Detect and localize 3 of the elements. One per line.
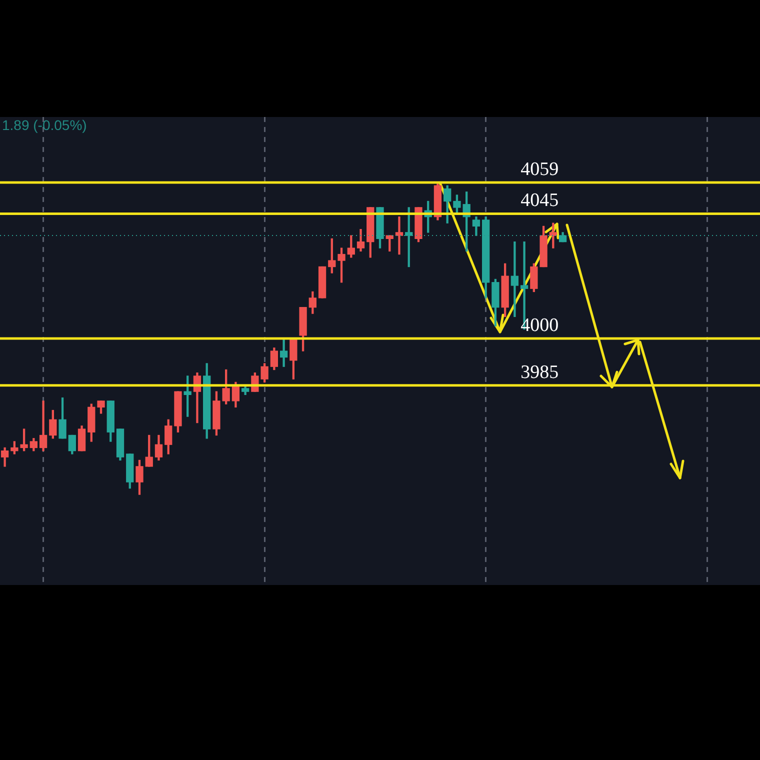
candlestick xyxy=(395,216,404,255)
text: 4059 xyxy=(520,159,559,180)
text: 1.89 (-0.05%) xyxy=(2,117,87,133)
